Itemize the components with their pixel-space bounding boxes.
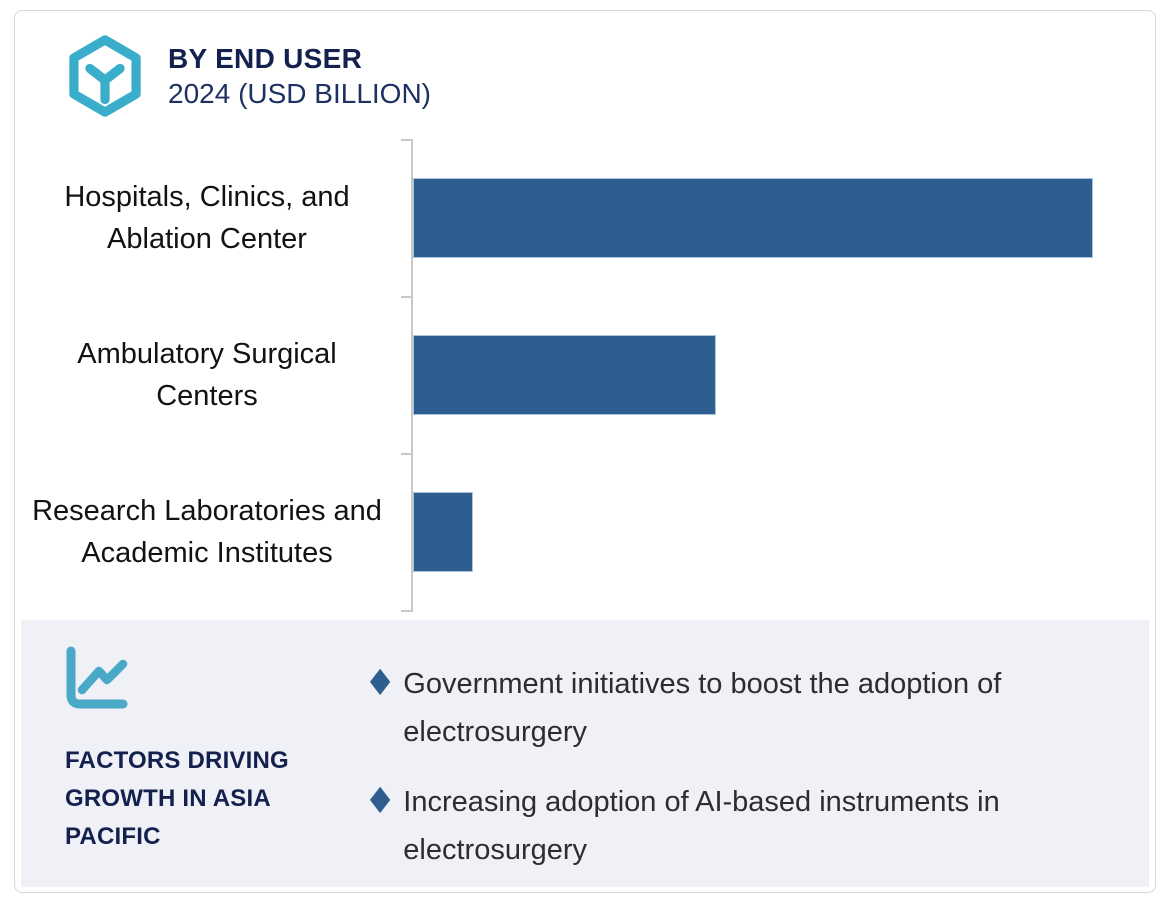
category-labels: Hospitals, Clinics, and Ablation Center …: [24, 139, 390, 610]
factors-heading: FACTORS DRIVING GROWTH IN ASIA PACIFIC: [65, 747, 289, 850]
factors-bullet-list: ♦ Government initiatives to boost the ad…: [364, 660, 1154, 874]
factor-text: Government initiatives to boost the adop…: [403, 668, 1002, 748]
chart-title: BY END USER: [168, 43, 363, 74]
bar-ambulatory-surgical-centers: [413, 334, 716, 415]
axis-tick: [401, 139, 411, 141]
bar-row: [413, 139, 1143, 296]
factor-item: ♦ Increasing adoption of AI-based instru…: [364, 778, 1154, 874]
chart-subtitle: 2024 (USD BILLION): [168, 78, 431, 109]
bar-research-labs-academic: [413, 491, 473, 572]
diamond-bullet-icon: ♦: [364, 663, 397, 704]
factor-text: Increasing adoption of AI-based instrume…: [403, 786, 1000, 866]
category-label: Ambulatory Surgical Centers: [77, 337, 337, 412]
bar-hospitals-clinics-ablation: [413, 177, 1093, 258]
bar-row: [413, 296, 1143, 453]
axis-tick: [401, 296, 411, 298]
hexagon-y-icon: [69, 35, 141, 117]
diamond-bullet-icon: ♦: [364, 781, 397, 822]
factors-panel: FACTORS DRIVING GROWTH IN ASIA PACIFIC ♦…: [21, 620, 1149, 887]
axis-tick: [401, 453, 411, 455]
category-label: Research Laboratories and Academic Insti…: [32, 494, 382, 569]
bar-row: [413, 453, 1143, 610]
bar-series: [413, 139, 1143, 610]
category-axis-line: [411, 139, 413, 612]
line-chart-icon: [66, 646, 128, 709]
axis-tick: [401, 610, 411, 612]
factor-item: ♦ Government initiatives to boost the ad…: [364, 660, 1154, 756]
category-label: Hospitals, Clinics, and Ablation Center: [64, 180, 350, 255]
chart-header: BY END USER 2024 (USD BILLION): [168, 41, 431, 111]
